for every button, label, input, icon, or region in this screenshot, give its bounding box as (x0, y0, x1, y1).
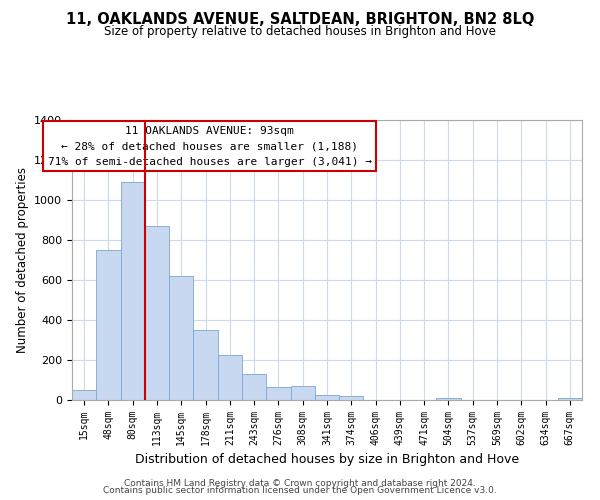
Text: 11, OAKLANDS AVENUE, SALTDEAN, BRIGHTON, BN2 8LQ: 11, OAKLANDS AVENUE, SALTDEAN, BRIGHTON,… (66, 12, 534, 28)
Bar (72, 390, 96, 400)
Bar (193, 330, 218, 400)
Bar (266, 387, 290, 400)
Bar (121, 182, 145, 400)
Bar (339, 396, 364, 400)
Bar (96, 250, 121, 400)
Bar (145, 226, 169, 400)
Bar (558, 398, 582, 400)
Text: Contains HM Land Registry data © Crown copyright and database right 2024.: Contains HM Land Registry data © Crown c… (124, 478, 476, 488)
Bar (315, 395, 339, 400)
Bar (242, 374, 266, 400)
Text: Size of property relative to detached houses in Brighton and Hove: Size of property relative to detached ho… (104, 25, 496, 38)
X-axis label: Distribution of detached houses by size in Brighton and Hove: Distribution of detached houses by size … (135, 454, 519, 466)
Bar (436, 398, 461, 400)
Bar (290, 386, 315, 400)
Y-axis label: Number of detached properties: Number of detached properties (16, 167, 29, 353)
Text: 11 OAKLANDS AVENUE: 93sqm
← 28% of detached houses are smaller (1,188)
71% of se: 11 OAKLANDS AVENUE: 93sqm ← 28% of detac… (48, 126, 372, 167)
Text: Contains public sector information licensed under the Open Government Licence v3: Contains public sector information licen… (103, 486, 497, 495)
Bar (169, 276, 193, 400)
Bar (218, 355, 242, 400)
